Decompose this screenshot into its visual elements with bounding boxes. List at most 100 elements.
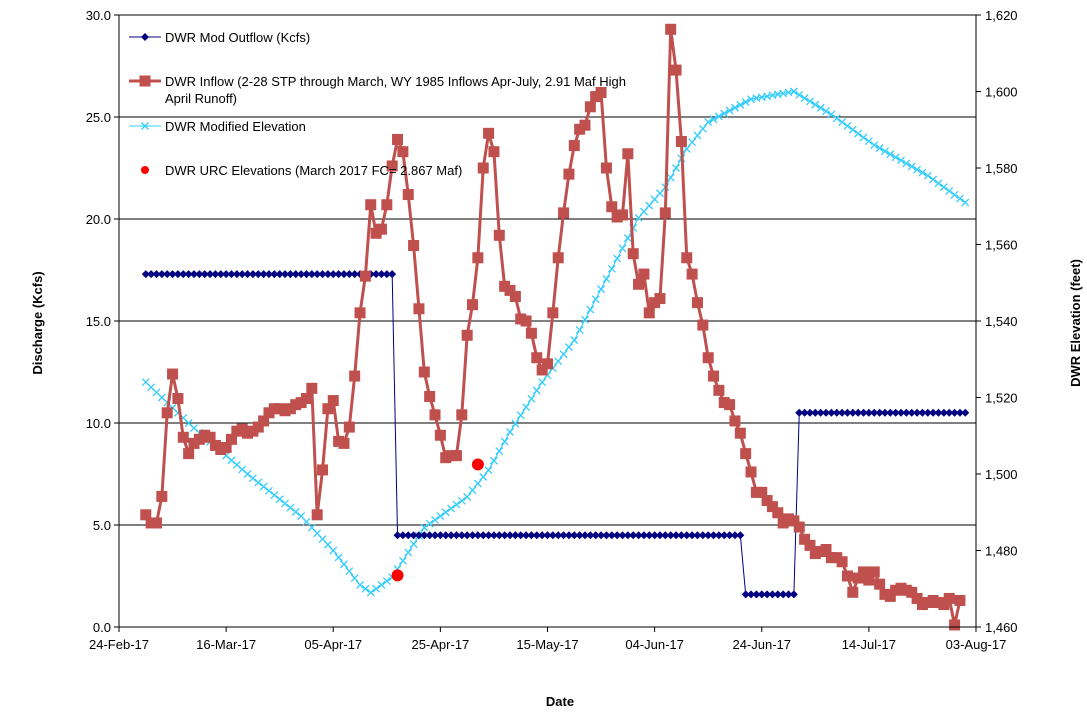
elevation-marker <box>800 94 809 103</box>
inflow-marker <box>691 297 703 309</box>
outflow-marker <box>955 408 964 417</box>
elevation-marker <box>463 492 472 501</box>
elevation-marker <box>538 378 547 387</box>
inflow-marker <box>531 352 543 364</box>
outflow-marker <box>961 408 970 417</box>
elevation-marker <box>495 447 504 456</box>
inflow-marker <box>847 586 859 598</box>
inflow-marker <box>402 189 414 201</box>
outflow-marker <box>934 408 943 417</box>
inflow-marker <box>413 303 425 315</box>
elevation-marker <box>259 482 268 491</box>
elevation-marker <box>377 580 386 589</box>
x-tick-label: 24-Jun-17 <box>732 637 791 652</box>
outflow-marker <box>548 531 557 540</box>
elevation-marker <box>939 183 948 192</box>
legend-marker-outflow <box>141 33 149 41</box>
inflow-marker <box>493 229 505 241</box>
outflow-marker <box>291 270 300 279</box>
outflow-marker <box>264 270 273 279</box>
inflow-marker <box>172 393 184 405</box>
outflow-marker <box>522 531 531 540</box>
inflow-marker <box>729 415 741 427</box>
outflow-marker <box>672 531 681 540</box>
y-tick-label: 20.0 <box>86 212 111 227</box>
outflow-marker <box>431 531 440 540</box>
elevation-marker <box>618 244 627 253</box>
inflow-marker <box>225 433 237 445</box>
outflow-marker <box>923 408 932 417</box>
outflow-marker <box>870 408 879 417</box>
inflow-marker <box>841 570 853 582</box>
inflow-marker <box>408 240 420 252</box>
inflow-marker <box>675 135 687 147</box>
inflow-marker <box>938 599 950 611</box>
inflow-marker <box>306 382 318 394</box>
y-axis-title: Discharge (Kcfs) <box>30 271 45 374</box>
outflow-marker <box>248 270 257 279</box>
elevation-marker <box>248 474 257 483</box>
outflow-marker <box>243 270 252 279</box>
legend-label-elevation: DWR Modified Elevation <box>165 119 306 134</box>
inflow-marker <box>429 409 441 421</box>
inflow-marker <box>483 127 495 139</box>
outflow-marker <box>939 408 948 417</box>
inflow-marker <box>354 307 366 319</box>
inflow-marker <box>606 201 618 213</box>
outflow-marker <box>730 531 739 540</box>
elevation-marker <box>372 584 381 593</box>
elevation-marker <box>832 114 841 123</box>
inflow-marker <box>836 556 848 568</box>
x-tick-label: 16-Mar-17 <box>196 637 256 652</box>
elevation-marker <box>281 499 290 508</box>
elevation-marker <box>398 556 407 565</box>
outflow-marker <box>747 590 756 599</box>
elevation-marker <box>425 519 434 528</box>
elevation-marker <box>913 165 922 174</box>
outflow-marker <box>377 270 386 279</box>
inflow-marker <box>204 431 216 443</box>
x-tick-label: 03-Aug-17 <box>946 637 1007 652</box>
outflow-marker <box>270 270 279 279</box>
outflow-marker <box>189 270 198 279</box>
outflow-marker <box>447 531 456 540</box>
outflow-marker <box>570 531 579 540</box>
elevation-marker <box>843 121 852 130</box>
inflow-marker <box>724 399 736 411</box>
elevation-marker <box>854 129 863 138</box>
elevation-marker <box>452 500 461 509</box>
outflow-marker <box>211 270 220 279</box>
elevation-marker <box>436 512 445 521</box>
inflow-marker <box>954 594 966 606</box>
y-tick-label: 30.0 <box>86 8 111 23</box>
outflow-marker <box>468 531 477 540</box>
inflow-marker <box>418 366 430 378</box>
inflow-marker <box>392 133 404 145</box>
outflow-marker <box>500 531 509 540</box>
inflow-marker <box>761 495 773 507</box>
outflow-line <box>145 273 966 595</box>
inflow-marker <box>156 490 168 502</box>
inflow-marker <box>167 368 179 380</box>
inflow-marker <box>793 521 805 533</box>
inflow-marker <box>525 327 537 339</box>
outflow-marker <box>848 408 857 417</box>
elevation-marker <box>270 491 279 499</box>
y2-tick-label: 1,500 <box>985 467 1018 482</box>
outflow-marker <box>736 531 745 540</box>
elevation-marker <box>479 472 488 481</box>
outflow-marker <box>184 270 193 279</box>
elevation-marker <box>254 478 263 487</box>
outflow-marker <box>768 590 777 599</box>
elevation-marker <box>880 147 889 156</box>
outflow-marker <box>789 590 798 599</box>
outflow-marker <box>714 531 723 540</box>
outflow-marker <box>538 531 547 540</box>
y2-tick-label: 1,460 <box>985 620 1018 635</box>
elevation-marker <box>457 496 466 505</box>
outflow-marker <box>886 408 895 417</box>
elevation-marker <box>447 504 456 513</box>
outflow-marker <box>822 408 831 417</box>
elevation-marker <box>918 168 927 177</box>
